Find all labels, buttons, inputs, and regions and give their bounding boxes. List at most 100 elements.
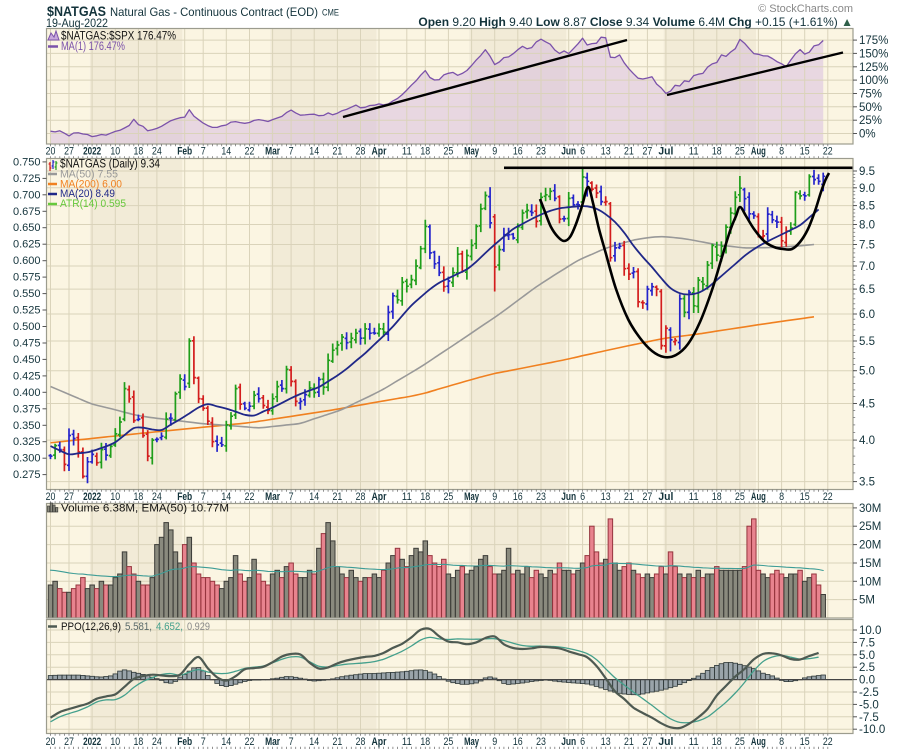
svg-text:8: 8 <box>779 146 784 158</box>
svg-text:Volume 6.38M, EMA(50) 10.77M: Volume 6.38M, EMA(50) 10.77M <box>61 503 229 515</box>
svg-text:25: 25 <box>735 736 745 748</box>
svg-text:24: 24 <box>152 491 162 503</box>
svg-text:Apr: Apr <box>372 736 388 748</box>
svg-text:7: 7 <box>201 491 206 503</box>
svg-text:0.325: 0.325 <box>13 436 41 448</box>
svg-text:2022: 2022 <box>83 491 101 503</box>
svg-text:Aug: Aug <box>751 491 766 503</box>
svg-text:23: 23 <box>536 736 546 748</box>
svg-text:0.650: 0.650 <box>13 222 41 234</box>
svg-text:22: 22 <box>823 491 833 503</box>
svg-text:0.625: 0.625 <box>13 239 41 251</box>
svg-text:5.581,: 5.581, <box>125 621 152 633</box>
svg-text:13: 13 <box>601 146 611 158</box>
svg-text:8.5: 8.5 <box>859 201 875 213</box>
svg-text:175%: 175% <box>859 35 888 47</box>
svg-text:16: 16 <box>513 491 523 503</box>
svg-text:14: 14 <box>221 736 231 748</box>
svg-text:7.0: 7.0 <box>859 261 875 273</box>
svg-text:6: 6 <box>580 736 585 748</box>
svg-text:$NATGAS: $NATGAS <box>47 4 106 19</box>
svg-text:18: 18 <box>134 146 144 158</box>
svg-text:16: 16 <box>513 736 523 748</box>
svg-text:15: 15 <box>800 491 810 503</box>
svg-text:13: 13 <box>601 736 611 748</box>
svg-text:2022: 2022 <box>83 146 101 158</box>
svg-text:9.5: 9.5 <box>859 166 875 178</box>
svg-text:11: 11 <box>689 146 699 158</box>
svg-text:24: 24 <box>152 146 162 158</box>
svg-text:23: 23 <box>536 146 546 158</box>
svg-text:21: 21 <box>624 146 634 158</box>
svg-text:21: 21 <box>333 736 343 748</box>
svg-text:14: 14 <box>221 491 231 503</box>
svg-text:50%: 50% <box>859 102 882 114</box>
svg-text:5M: 5M <box>859 595 875 607</box>
svg-text:5.5: 5.5 <box>859 336 875 348</box>
svg-text:14: 14 <box>309 491 319 503</box>
svg-text:9: 9 <box>492 736 497 748</box>
svg-text:May: May <box>464 736 480 748</box>
svg-text:5.0: 5.0 <box>859 366 875 378</box>
svg-text:5.0: 5.0 <box>859 650 875 662</box>
svg-text:25: 25 <box>444 491 454 503</box>
svg-text:24: 24 <box>152 736 162 748</box>
svg-text:18: 18 <box>420 736 430 748</box>
svg-text:9: 9 <box>492 491 497 503</box>
svg-text:11: 11 <box>689 736 699 748</box>
svg-text:2022: 2022 <box>83 736 101 748</box>
svg-text:Jul: Jul <box>658 146 673 158</box>
svg-text:18: 18 <box>712 146 722 158</box>
svg-text:-10.0: -10.0 <box>859 724 885 736</box>
svg-text:Open 9.20 High 9.40 Low 8.87 C: Open 9.20 High 9.40 Low 8.87 Close 9.34 … <box>418 15 853 29</box>
svg-text:15: 15 <box>800 146 810 158</box>
svg-text:8.0: 8.0 <box>859 220 875 232</box>
svg-text:19-Aug-2022: 19-Aug-2022 <box>46 18 108 30</box>
svg-text:25%: 25% <box>859 115 882 127</box>
svg-text:-7.5: -7.5 <box>859 712 879 724</box>
svg-text:0.500: 0.500 <box>13 321 41 333</box>
svg-text:6: 6 <box>580 491 585 503</box>
svg-text:100%: 100% <box>859 75 888 87</box>
svg-text:27: 27 <box>64 491 74 503</box>
svg-text:10: 10 <box>110 491 120 503</box>
svg-text:28: 28 <box>356 146 366 158</box>
svg-text:27: 27 <box>64 146 74 158</box>
svg-text:Apr: Apr <box>372 491 388 503</box>
svg-text:18: 18 <box>712 491 722 503</box>
svg-text:7: 7 <box>289 146 294 158</box>
svg-text:25: 25 <box>735 146 745 158</box>
svg-text:25: 25 <box>735 491 745 503</box>
svg-text:0.525: 0.525 <box>13 305 41 317</box>
svg-text:20: 20 <box>46 736 56 748</box>
svg-text:27: 27 <box>643 491 653 503</box>
svg-text:21: 21 <box>624 736 634 748</box>
svg-text:21: 21 <box>333 146 343 158</box>
svg-text:0.600: 0.600 <box>13 255 41 267</box>
svg-text:21: 21 <box>624 491 634 503</box>
svg-text:PPO(12,26,9): PPO(12,26,9) <box>61 621 121 633</box>
svg-text:Jun: Jun <box>561 491 576 503</box>
svg-text:0.929: 0.929 <box>187 621 210 633</box>
svg-text:28: 28 <box>356 491 366 503</box>
svg-text:11: 11 <box>402 736 412 748</box>
svg-text:25: 25 <box>444 146 454 158</box>
svg-text:11: 11 <box>689 491 699 503</box>
svg-text:11: 11 <box>402 146 412 158</box>
svg-text:0%: 0% <box>859 129 876 141</box>
svg-text:0.275: 0.275 <box>13 469 41 481</box>
svg-text:4.0: 4.0 <box>859 435 875 447</box>
svg-text:18: 18 <box>420 146 430 158</box>
svg-text:27: 27 <box>643 736 653 748</box>
svg-text:23: 23 <box>536 491 546 503</box>
svg-text:20M: 20M <box>859 540 881 552</box>
svg-text:Aug: Aug <box>751 146 766 158</box>
svg-text:© StockCharts.com: © StockCharts.com <box>758 3 853 15</box>
svg-text:7: 7 <box>289 491 294 503</box>
svg-text:0.350: 0.350 <box>13 420 41 432</box>
svg-text:4.652,: 4.652, <box>156 621 183 633</box>
svg-text:-5.0: -5.0 <box>859 699 879 711</box>
svg-text:7: 7 <box>201 736 206 748</box>
svg-text:Aug: Aug <box>751 736 766 748</box>
svg-text:0.300: 0.300 <box>13 453 41 465</box>
